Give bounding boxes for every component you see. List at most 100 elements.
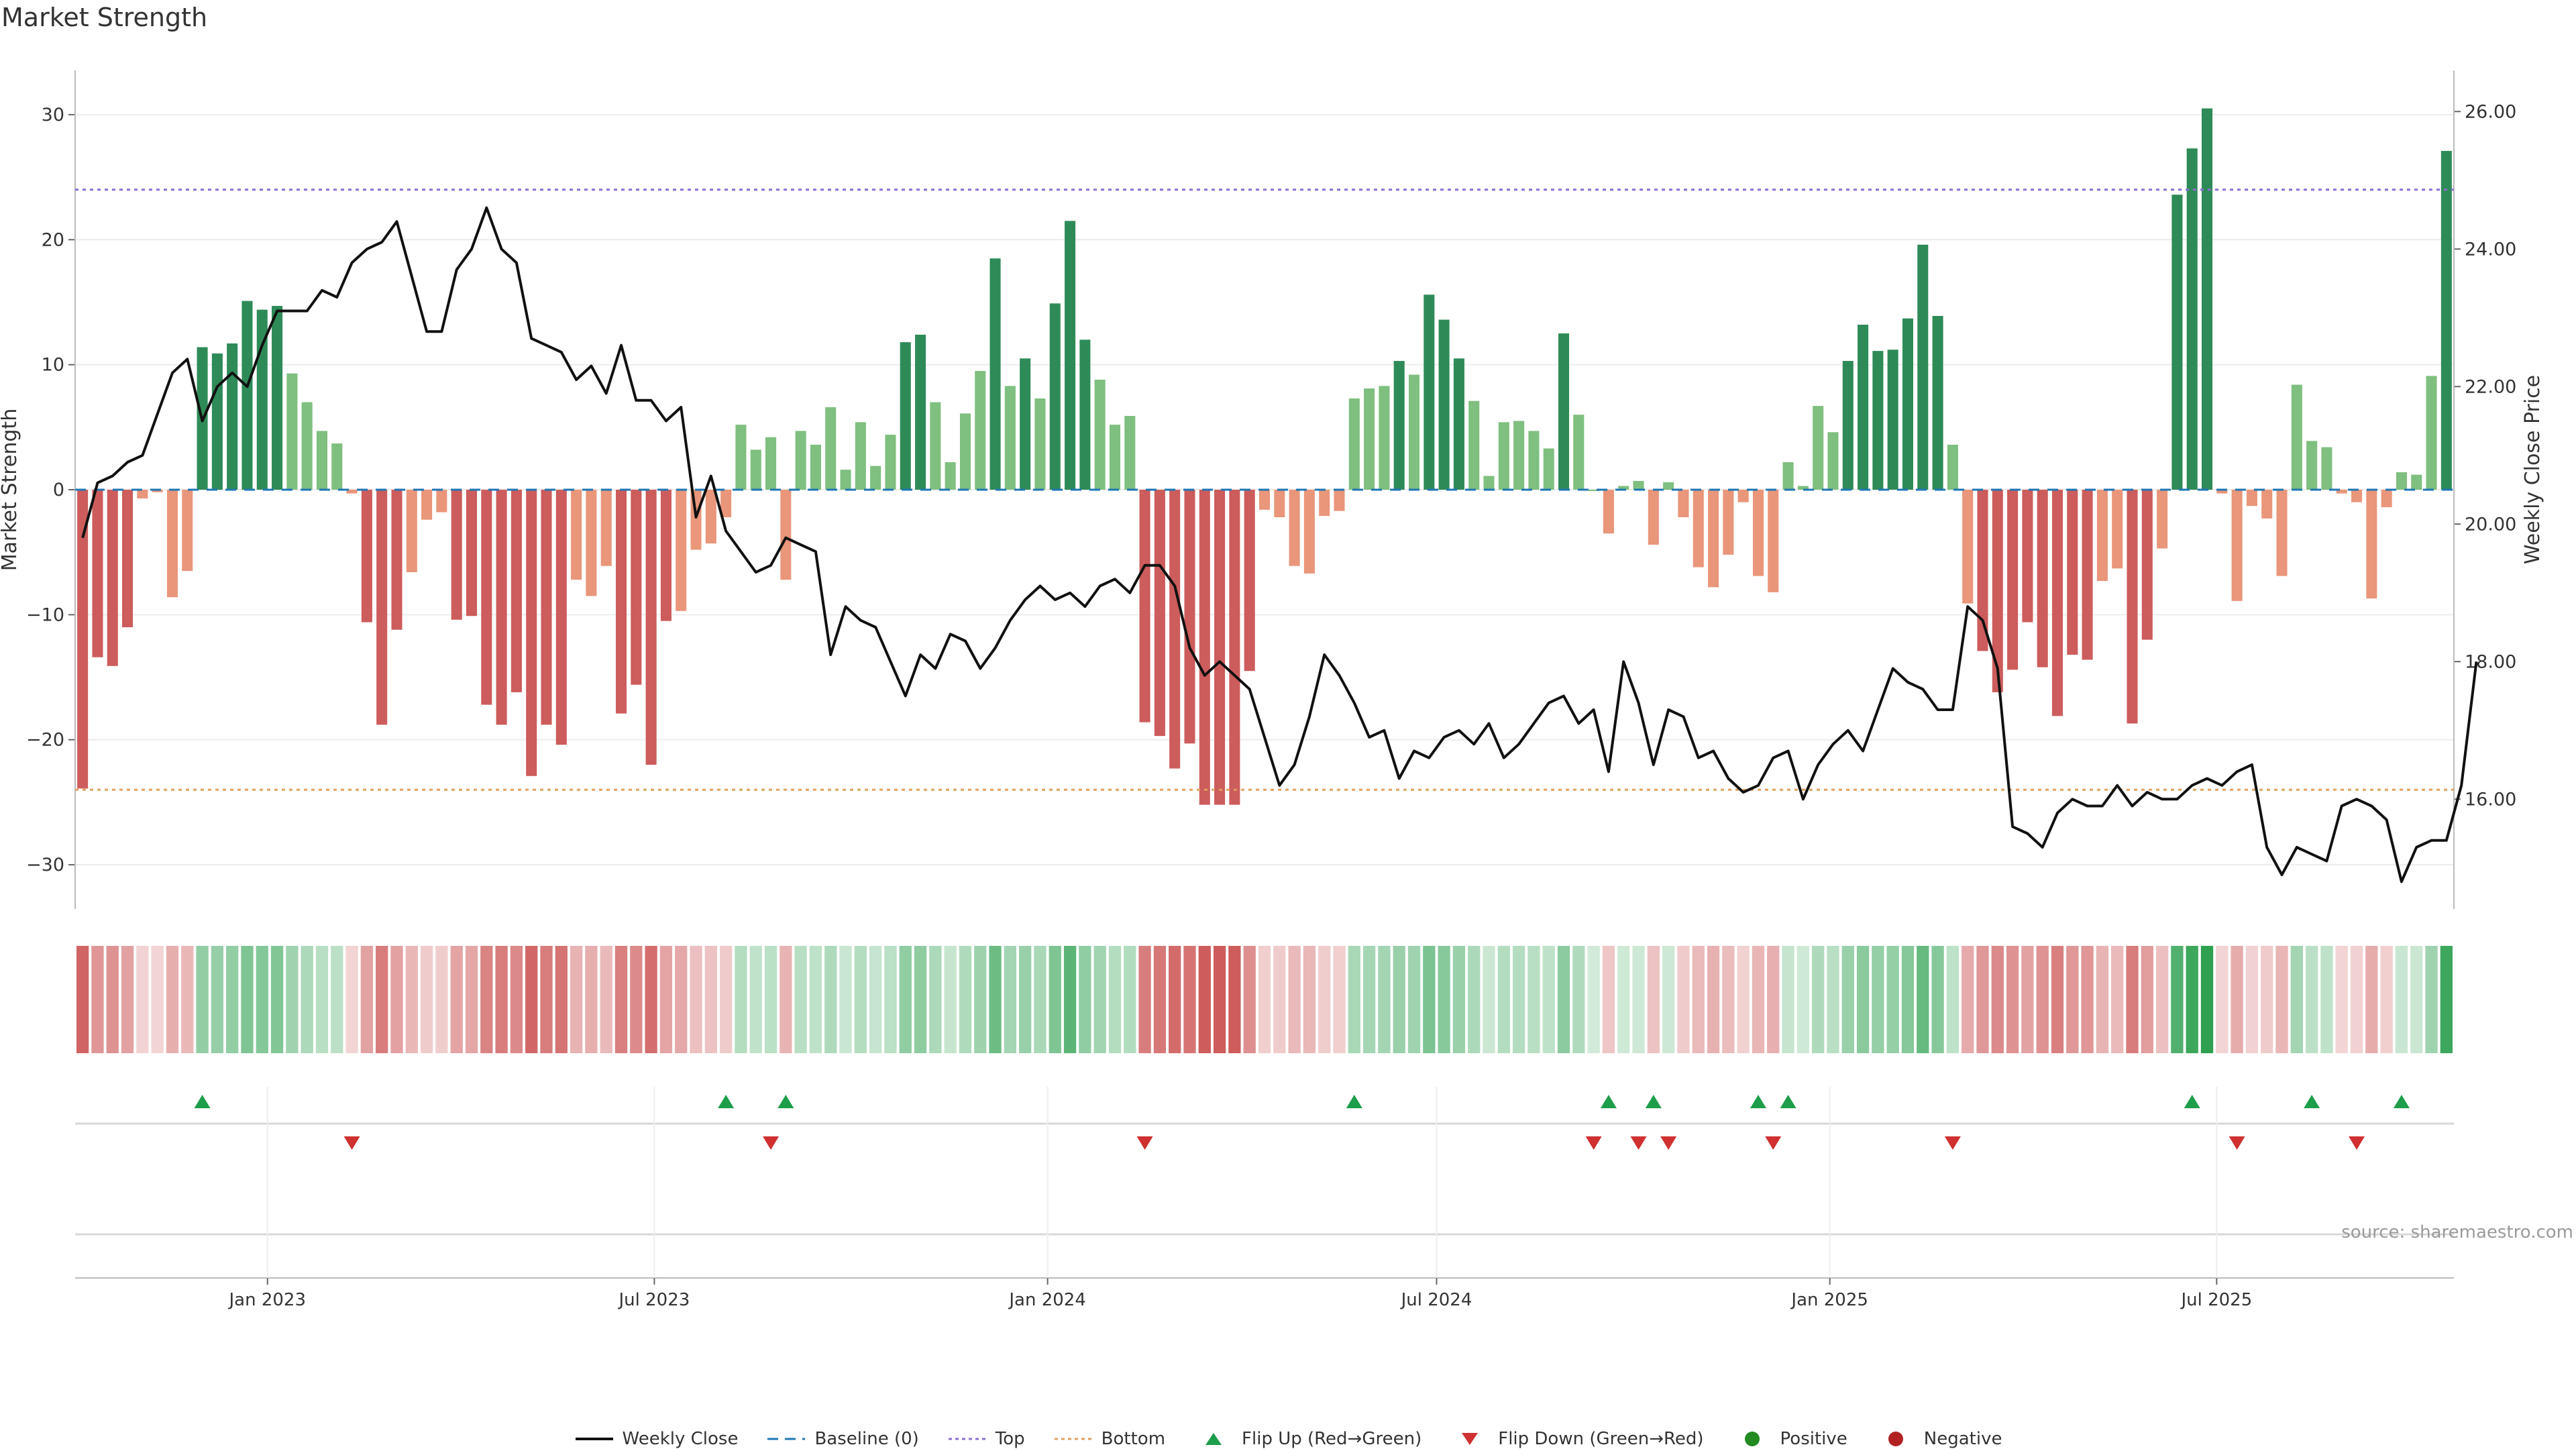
- strength-bar: [1004, 386, 1016, 490]
- heat-cell: [719, 946, 733, 1053]
- strength-bar: [586, 490, 597, 596]
- strength-bar: [152, 490, 163, 492]
- strength-bar: [496, 490, 507, 725]
- heat-cell: [2275, 946, 2288, 1053]
- legend-item: Negative: [1876, 1429, 2002, 1449]
- strength-bar: [1663, 482, 1674, 490]
- heat-cell: [1153, 946, 1167, 1053]
- heat-cell: [1124, 946, 1136, 1053]
- strength-bar: [2411, 474, 2422, 490]
- strength-bar: [1872, 351, 1884, 490]
- strength-bar: [795, 431, 806, 490]
- reference-lines: [75, 189, 2454, 791]
- heat-cell: [2036, 946, 2049, 1053]
- strength-bar: [2037, 490, 2048, 667]
- heat-cell: [480, 946, 493, 1053]
- flip-down-marker: [2349, 1136, 2365, 1150]
- heat-cell: [1827, 946, 1839, 1053]
- heat-cell: [914, 946, 927, 1053]
- strength-bar: [571, 490, 582, 580]
- heat-cell: [331, 946, 343, 1053]
- strength-bar: [361, 490, 372, 623]
- strength-bar: [2336, 490, 2347, 494]
- heat-strip: [76, 946, 2453, 1053]
- strength-bar: [2007, 490, 2019, 670]
- flip-up-marker: [1750, 1095, 1766, 1108]
- strength-bar: [166, 490, 178, 598]
- heat-cell: [465, 946, 478, 1053]
- legend-label: Flip Down (Green→Red): [1498, 1429, 1704, 1449]
- legend-item: Positive: [1732, 1429, 1847, 1449]
- heat-cell: [196, 946, 209, 1053]
- ytick-left-label: −30: [26, 855, 64, 875]
- strength-bar: [1379, 386, 1390, 490]
- strength-bar: [2291, 384, 2302, 490]
- strength-bar: [466, 490, 478, 616]
- xtick-label: Jan 2023: [227, 1290, 306, 1310]
- strength-bar: [1498, 422, 1509, 490]
- legend-label: Negative: [1923, 1429, 2002, 1449]
- heat-cell: [1063, 946, 1077, 1053]
- heat-cell: [600, 946, 612, 1053]
- heat-cell: [1423, 946, 1436, 1053]
- strength-bar: [750, 449, 761, 490]
- flip-down-marker: [1585, 1136, 1602, 1150]
- heat-cell: [510, 946, 523, 1053]
- strength-bar: [1573, 415, 1585, 490]
- heat-cell: [525, 946, 538, 1053]
- heat-cell: [2126, 946, 2139, 1053]
- strength-bar: [631, 490, 642, 685]
- strength-bar: [1588, 490, 1599, 491]
- legend-item: Weekly Close: [574, 1429, 739, 1449]
- strength-bar: [1782, 462, 1794, 490]
- strength-bar: [1274, 490, 1285, 517]
- strength-bar: [1244, 490, 1255, 672]
- heat-cell: [1677, 946, 1690, 1053]
- strength-bar: [1049, 303, 1061, 490]
- strength-bar: [1034, 398, 1046, 490]
- heat-cell: [345, 946, 358, 1053]
- y-axis-left-label: Market Strength: [0, 409, 21, 571]
- strength-bar: [2440, 150, 2452, 490]
- strength-bar: [676, 490, 687, 611]
- heat-cell: [1991, 946, 2004, 1053]
- heat-cell: [405, 946, 418, 1053]
- ytick-right-label: 20.00: [2465, 514, 2516, 535]
- legend-swatch: [1205, 1433, 1222, 1445]
- strength-bar: [286, 373, 298, 490]
- heat-cell: [1737, 946, 1750, 1053]
- strength-bar: [227, 343, 238, 490]
- heat-cell: [2395, 946, 2408, 1053]
- heat-cell: [166, 946, 179, 1053]
- heat-cell: [659, 946, 673, 1053]
- ytick-left-label: −10: [26, 604, 64, 625]
- heat-cell: [899, 946, 912, 1053]
- strength-bar: [2201, 108, 2213, 490]
- heat-cell: [1557, 946, 1570, 1053]
- strength-bar: [122, 490, 133, 627]
- heat-cell: [630, 946, 643, 1053]
- legend-swatch: [1054, 1438, 1092, 1440]
- heat-cell: [2350, 946, 2363, 1053]
- heat-cell: [1348, 946, 1360, 1053]
- strength-bar: [2306, 441, 2318, 490]
- heat-cell: [1228, 946, 1241, 1053]
- ytick-left-label: 30: [42, 105, 64, 125]
- strength-bar: [2246, 490, 2257, 506]
- strength-bar: [1199, 490, 1210, 805]
- strength-bar: [1468, 400, 1480, 490]
- heat-cell: [1872, 946, 1884, 1053]
- heat-cell: [1138, 946, 1151, 1053]
- heat-cell: [675, 946, 688, 1053]
- strength-bar: [1768, 490, 1779, 592]
- heat-cell: [1962, 946, 1974, 1053]
- strength-bar: [481, 490, 492, 705]
- strength-bar: [1947, 444, 1958, 490]
- legend-label: Weekly Close: [622, 1429, 739, 1449]
- heat-cell: [645, 946, 657, 1053]
- strength-bar: [2351, 490, 2363, 502]
- strength-bar: [1214, 490, 1226, 805]
- strength-bar: [526, 490, 537, 776]
- legend-label: Positive: [1780, 1429, 1847, 1449]
- strength-bar: [331, 443, 343, 490]
